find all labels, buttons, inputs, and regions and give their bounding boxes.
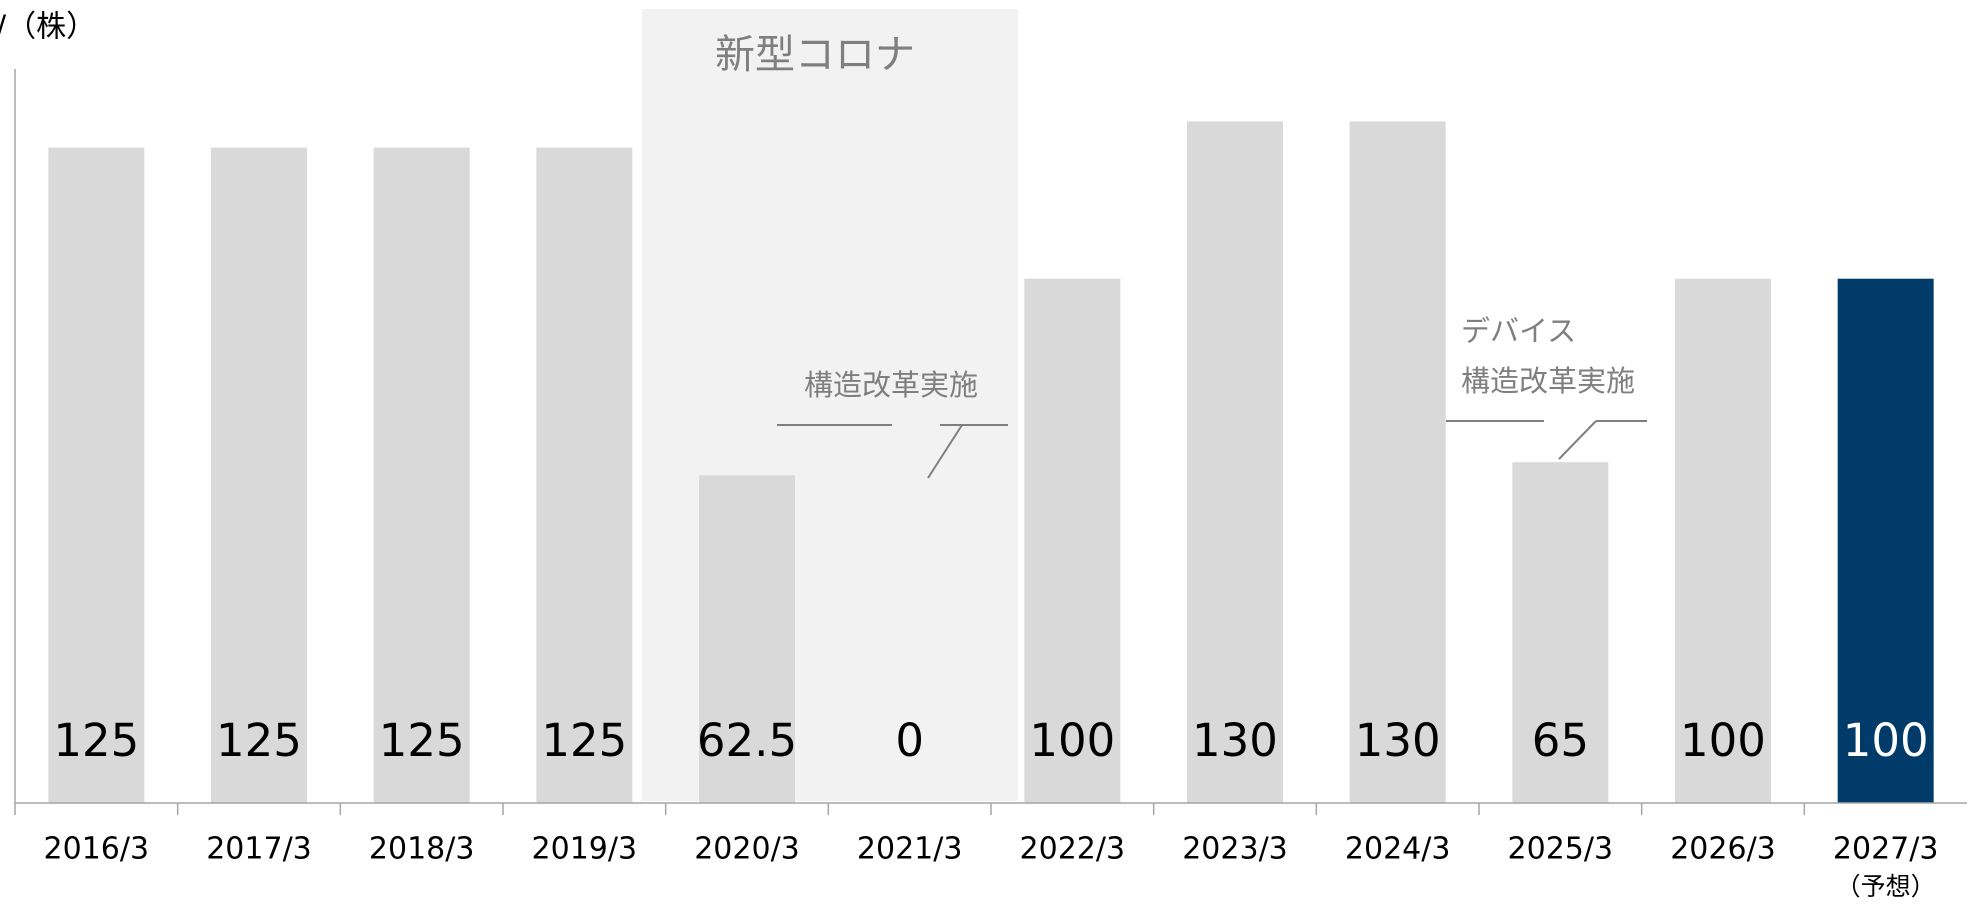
bar [1837,278,1934,803]
x-tick-label: 2017/3 [206,832,312,867]
value-label: 65 [1532,714,1589,767]
bar [1024,278,1121,803]
annotation: デバイス [1461,314,1576,348]
value-label: 130 [1355,714,1441,767]
bar [536,147,633,804]
y-axis-label: /（株） [0,10,96,45]
bar [699,475,795,803]
value-label: 100 [1029,714,1115,767]
bar [1675,278,1771,803]
x-tick-label: 2027/3 [1833,832,1939,867]
bar [373,147,470,804]
bars [48,121,1934,804]
bar [1349,121,1446,803]
value-label: 100 [1680,714,1766,767]
x-tick-note: （予想） [1836,872,1936,901]
value-label: 100 [1843,714,1929,767]
region-label: 新型コロナ [715,32,915,78]
annotation-lines [777,420,1647,479]
bar [48,147,145,804]
x-tick-label: 2016/3 [44,832,150,867]
x-tick-label: 2023/3 [1182,832,1288,867]
annotation: 構造改革実施 [804,368,978,402]
annotation-line [1558,420,1597,460]
x-tick-label: 2018/3 [369,832,475,867]
value-label: 125 [541,714,627,767]
value-label: 0 [895,714,924,767]
x-tick-label: 2022/3 [1020,832,1126,867]
value-label: 125 [379,714,465,767]
x-tick-label: 2021/3 [857,832,963,867]
x-tick-label: 2019/3 [532,832,638,867]
covid-region [642,9,1018,801]
value-label: 62.5 [697,714,797,767]
x-tick-label: 2025/3 [1508,832,1614,867]
x-tick-label: 2024/3 [1345,832,1451,867]
annotation: 構造改革実施 [1461,364,1635,398]
value-label: 130 [1192,714,1278,767]
bar [1187,121,1283,803]
x-tick-label: 2026/3 [1670,832,1776,867]
x-tick-label: 2020/3 [694,832,800,867]
annotation-line [927,424,963,479]
bar [211,147,307,804]
value-label: 125 [53,714,139,767]
value-label: 125 [216,714,302,767]
bar [1512,462,1609,803]
